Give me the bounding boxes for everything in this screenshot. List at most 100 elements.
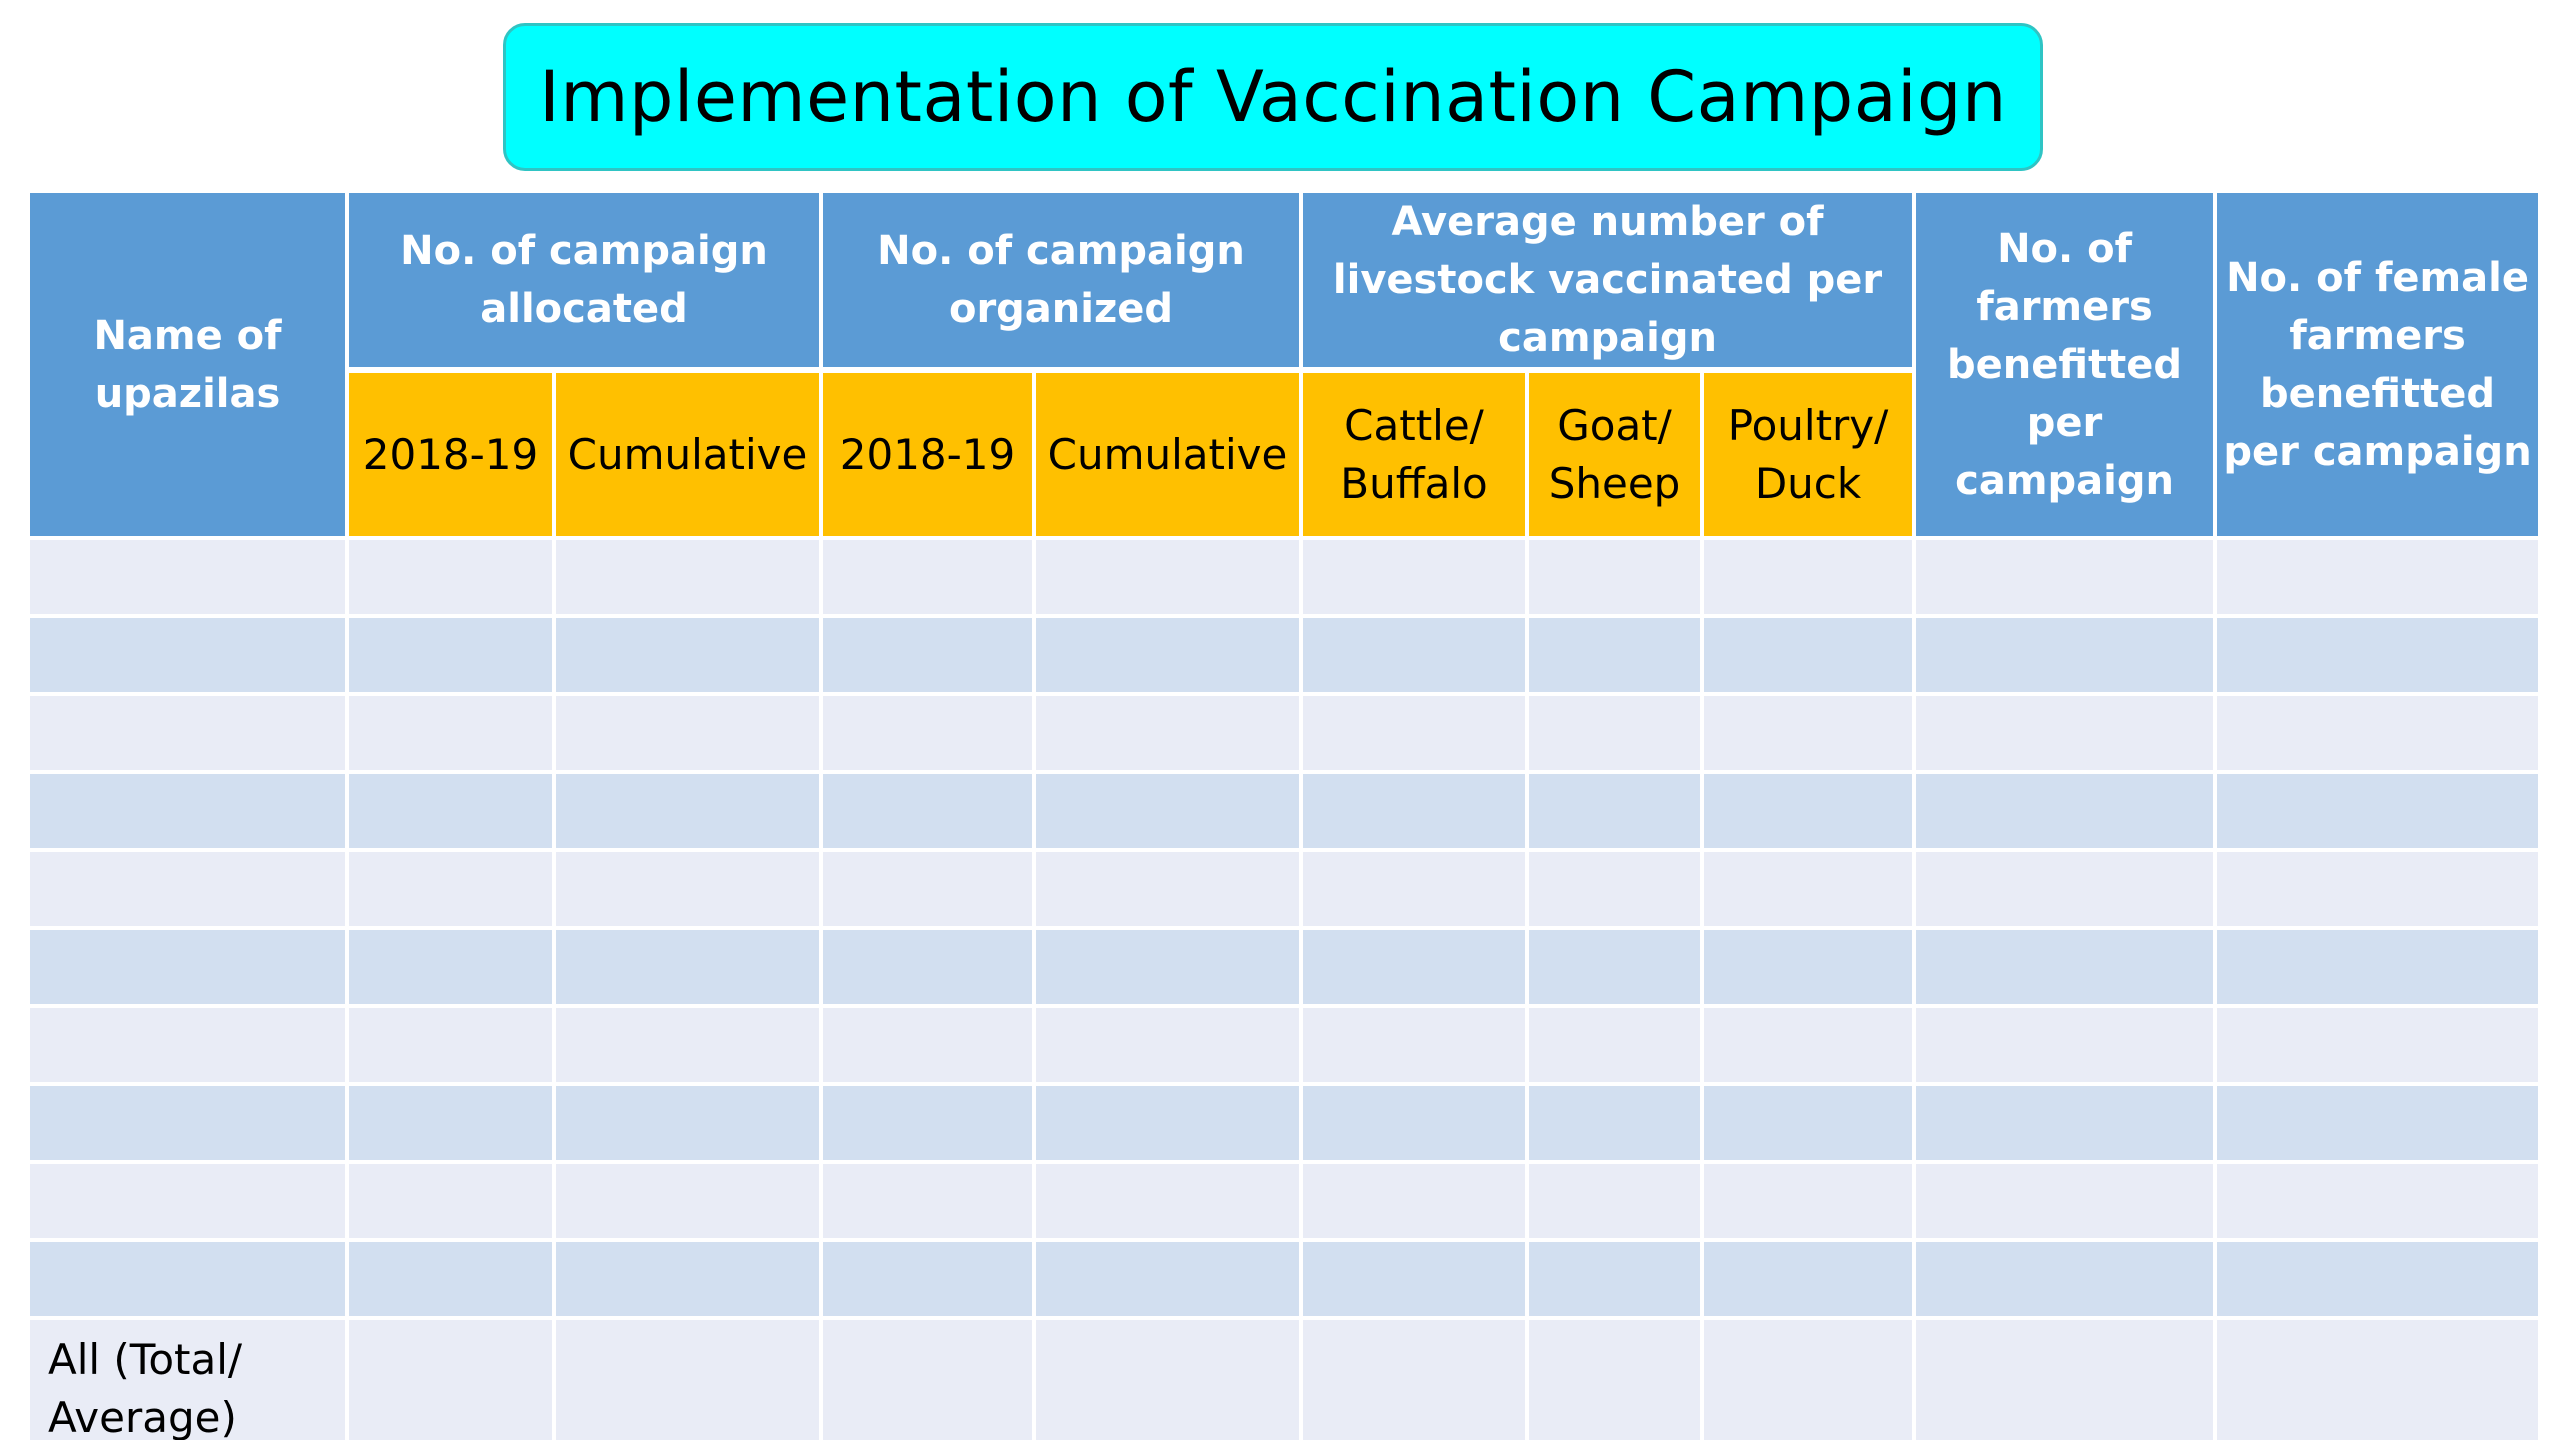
header-campaign-allocated: No. of campaign allocated [345, 189, 823, 372]
table-cell-female [2213, 926, 2543, 1008]
subheader-cattle-buffalo: Cattle/ Buffalo [1299, 367, 1530, 540]
table-cell-org-cum [1031, 1082, 1304, 1164]
table-cell-female [2213, 1160, 2543, 1242]
table-cell-alloc-cum [552, 614, 823, 696]
table-cell-goat [1525, 614, 1705, 696]
table-cell-poultry [1700, 1238, 1917, 1320]
table-row [26, 614, 2543, 696]
total-cell [1525, 1316, 1705, 1440]
table-cell-alloc-cum [552, 1004, 823, 1086]
table-cell-alloc-year [345, 692, 556, 774]
table-row [26, 692, 2543, 774]
table-row [26, 1082, 2543, 1164]
table-cell-alloc-year [345, 614, 556, 696]
table-cell-alloc-cum [552, 926, 823, 1008]
table-cell-alloc-cum [552, 1160, 823, 1242]
table-cell-female [2213, 1004, 2543, 1086]
table-cell-cattle [1299, 536, 1530, 618]
table-cell-cattle [1299, 848, 1530, 930]
table-cell-alloc-year [345, 848, 556, 930]
table-row [26, 848, 2543, 930]
table-body: All (Total/ Average) [26, 536, 2543, 1440]
subheader-goat-sheep: Goat/ Sheep [1525, 367, 1705, 540]
table-row [26, 770, 2543, 852]
table-row [26, 1160, 2543, 1242]
table-cell-org-cum [1031, 848, 1304, 930]
table-row [26, 1238, 2543, 1320]
table-cell-female [2213, 1238, 2543, 1320]
table-cell-upazila [26, 614, 349, 696]
table-cell-farmers [1912, 1160, 2218, 1242]
table-cell-female [2213, 692, 2543, 774]
table-cell-org-year [819, 770, 1036, 852]
vaccination-campaign-table: Name of upazilas No. of campaign allocat… [26, 189, 2543, 1440]
table-cell-alloc-cum [552, 1082, 823, 1164]
total-cell [1912, 1316, 2218, 1440]
table-cell-goat [1525, 848, 1705, 930]
table-row [26, 926, 2543, 1008]
subheader-allocated-cumulative: Cumulative [552, 367, 823, 540]
table-cell-upazila [26, 770, 349, 852]
table-cell-alloc-year [345, 1004, 556, 1086]
table-cell-org-cum [1031, 614, 1304, 696]
table-cell-female [2213, 770, 2543, 852]
total-cell [552, 1316, 823, 1440]
total-cell [1299, 1316, 1530, 1440]
header-name-of-upazilas: Name of upazilas [26, 189, 349, 540]
table-cell-org-cum [1031, 1160, 1304, 1242]
table-cell-alloc-year [345, 536, 556, 618]
table-cell-farmers [1912, 1082, 2218, 1164]
table-cell-goat [1525, 536, 1705, 618]
table-cell-poultry [1700, 1082, 1917, 1164]
total-cell [819, 1316, 1036, 1440]
table-cell-alloc-year [345, 1238, 556, 1320]
subheader-organized-year: 2018-19 [819, 367, 1036, 540]
table-cell-org-year [819, 692, 1036, 774]
table-cell-alloc-cum [552, 692, 823, 774]
table-cell-upazila [26, 692, 349, 774]
table-cell-goat [1525, 770, 1705, 852]
table-cell-female [2213, 1082, 2543, 1164]
header-campaign-organized: No. of campaign organized [818, 189, 1304, 372]
table-cell-org-year [819, 1004, 1036, 1086]
table-cell-farmers [1912, 848, 2218, 930]
table-row [26, 536, 2543, 618]
table-cell-upazila [26, 848, 349, 930]
table-cell-alloc-cum [552, 1238, 823, 1320]
table-cell-poultry [1700, 770, 1917, 852]
table-cell-goat [1525, 926, 1705, 1008]
table-cell-farmers [1912, 614, 2218, 696]
total-cell [2213, 1316, 2543, 1440]
table-cell-upazila [26, 1082, 349, 1164]
table-cell-female [2213, 848, 2543, 930]
table-cell-poultry [1700, 692, 1917, 774]
subheader-organized-cumulative: Cumulative [1031, 367, 1304, 540]
table-row [26, 1004, 2543, 1086]
table-cell-org-cum [1031, 692, 1304, 774]
title-banner: Implementation of Vaccination Campaign [503, 23, 2043, 171]
table-cell-farmers [1912, 536, 2218, 618]
table-cell-goat [1525, 692, 1705, 774]
table-cell-alloc-year [345, 1082, 556, 1164]
table-cell-cattle [1299, 692, 1530, 774]
table-cell-goat [1525, 1082, 1705, 1164]
header-avg-livestock: Average number of livestock vaccinated p… [1299, 189, 1917, 372]
table-cell-cattle [1299, 614, 1530, 696]
header-female-farmers-benefitted: No. of female farmers benefitted per cam… [2213, 189, 2543, 540]
table-cell-org-year [819, 926, 1036, 1008]
table-cell-upazila [26, 536, 349, 618]
table-cell-cattle [1299, 1238, 1530, 1320]
total-row: All (Total/ Average) [26, 1316, 2543, 1440]
table-cell-cattle [1299, 926, 1530, 1008]
table-cell-org-cum [1031, 1238, 1304, 1320]
table-cell-goat [1525, 1238, 1705, 1320]
table-cell-org-cum [1031, 770, 1304, 852]
table-cell-alloc-year [345, 770, 556, 852]
table-cell-cattle [1299, 770, 1530, 852]
table-cell-alloc-cum [552, 536, 823, 618]
table-cell-org-year [819, 614, 1036, 696]
table-cell-org-year [819, 1160, 1036, 1242]
table-cell-poultry [1700, 926, 1917, 1008]
header-row-1: Name of upazilas No. of campaign allocat… [26, 189, 2543, 540]
